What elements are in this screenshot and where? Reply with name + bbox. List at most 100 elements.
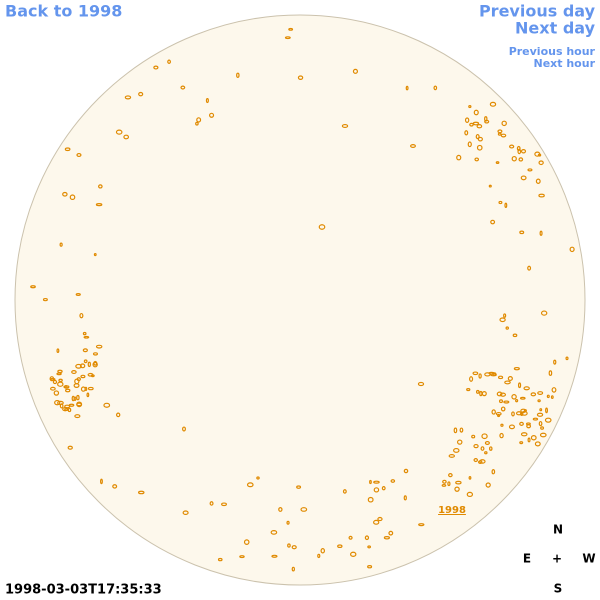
contour [485, 482, 491, 488]
contour [373, 480, 380, 484]
contour [53, 390, 60, 396]
contour [57, 381, 64, 387]
contour [84, 386, 88, 392]
contour [518, 157, 524, 162]
contour [535, 178, 541, 184]
contour [504, 380, 511, 385]
contour [92, 361, 98, 368]
contour [239, 555, 245, 559]
compass-north: N [553, 523, 563, 537]
contour [517, 382, 522, 389]
contour [484, 116, 488, 122]
contour [501, 120, 507, 127]
contour [256, 476, 260, 480]
contour [42, 297, 48, 302]
contour [546, 394, 550, 399]
contour [498, 200, 503, 205]
contour [381, 486, 386, 491]
contour [453, 427, 458, 434]
contour [123, 134, 130, 140]
contour [475, 133, 480, 140]
contour [93, 253, 97, 257]
contour [553, 359, 557, 365]
contour [565, 356, 569, 361]
contour [520, 175, 527, 181]
contour [481, 391, 487, 397]
contour [317, 553, 321, 559]
contour [539, 408, 543, 412]
contour [509, 144, 515, 149]
contour [300, 507, 308, 512]
contour [536, 412, 544, 417]
contour [499, 432, 504, 439]
contours [30, 27, 575, 572]
contour [67, 407, 72, 413]
contour [433, 85, 438, 91]
contour [464, 130, 469, 136]
contour [468, 476, 472, 480]
image-label[interactable]: 1998 [438, 505, 466, 516]
previous-hour-link[interactable]: Previous hour [509, 45, 596, 58]
contour [527, 437, 531, 443]
contour [551, 387, 557, 393]
back-link[interactable]: Back to 1998 [5, 2, 122, 21]
contour [454, 486, 460, 492]
contour [137, 490, 145, 495]
contour [530, 392, 537, 397]
contour [288, 27, 294, 31]
contour [508, 424, 515, 430]
next-day-link[interactable]: Next day [515, 19, 596, 38]
contour [243, 539, 250, 545]
contour [103, 402, 111, 408]
contour [153, 65, 159, 70]
contour [64, 147, 71, 152]
contour [115, 129, 123, 135]
contour [390, 479, 396, 483]
contour [459, 427, 464, 433]
contour [472, 371, 479, 376]
contour [448, 472, 453, 478]
contour [468, 104, 472, 109]
contour [50, 386, 56, 391]
contour [517, 148, 522, 155]
contour [540, 310, 548, 316]
contour [417, 381, 425, 387]
contour [246, 482, 254, 488]
contour [116, 412, 121, 418]
contour [369, 479, 372, 485]
solar-disk [14, 14, 586, 586]
contour [456, 154, 462, 161]
contour [180, 85, 186, 90]
contour [519, 441, 524, 445]
contour [498, 399, 504, 404]
contour [367, 564, 373, 569]
contour [515, 398, 519, 403]
contour [373, 487, 380, 493]
contour [507, 376, 513, 381]
contour [497, 413, 501, 418]
contour [471, 434, 476, 439]
contour [86, 392, 90, 398]
contour [271, 554, 278, 558]
contour [537, 153, 542, 157]
contour [82, 331, 87, 336]
contour [71, 395, 75, 402]
contour [442, 479, 447, 484]
contour [83, 359, 88, 364]
contour [527, 168, 533, 172]
contour [469, 122, 474, 127]
contour [474, 157, 480, 162]
contour [539, 432, 547, 438]
contour [270, 530, 278, 535]
contour [539, 230, 543, 236]
next-hour-link[interactable]: Next hour [534, 57, 596, 70]
contour [511, 411, 515, 417]
contour [52, 379, 58, 385]
contour [447, 481, 451, 487]
contour [56, 348, 60, 353]
contour [349, 551, 357, 557]
contour [519, 396, 526, 400]
contour [92, 352, 99, 356]
previous-day-link[interactable]: Previous day [479, 2, 596, 21]
